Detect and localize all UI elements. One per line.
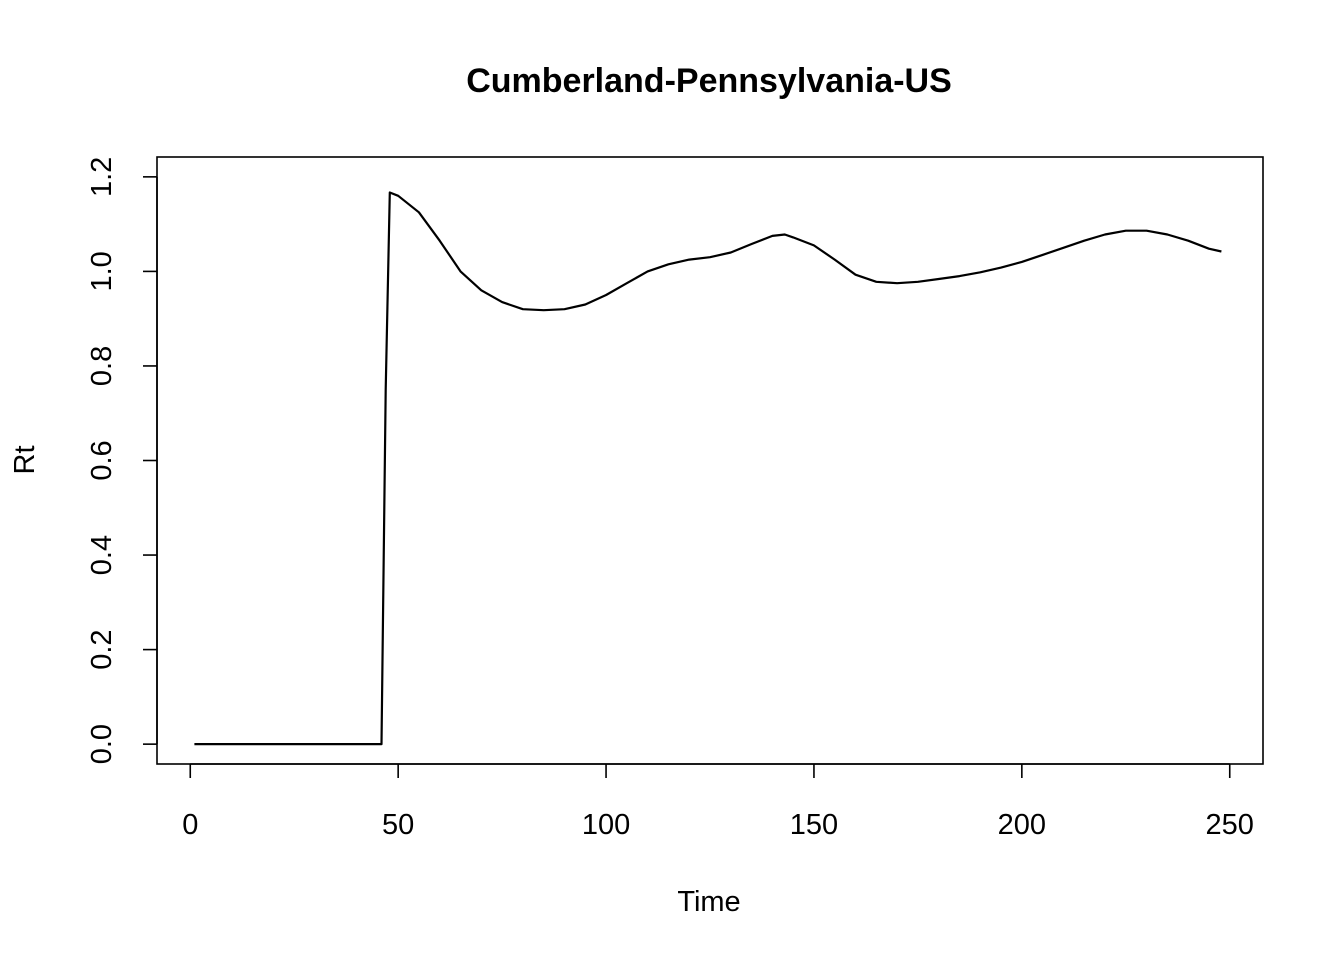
chart-title: Cumberland-Pennsylvania-US	[466, 62, 952, 100]
plot-frame	[156, 156, 1264, 765]
x-tick-label: 50	[382, 809, 414, 841]
y-axis: 0.0 0.2 0.4 0.6 0.8 1.0 1.2	[86, 157, 158, 764]
x-tick-label: 200	[998, 809, 1046, 841]
y-tick-label: 1.0	[86, 251, 118, 291]
y-tick-label: 0.6	[86, 440, 118, 480]
y-tick-label: 1.2	[86, 157, 118, 197]
y-tick-label: 0.0	[86, 724, 118, 764]
x-axis-label: Time	[677, 886, 740, 918]
y-tick-label: 0.2	[86, 629, 118, 669]
x-tick-label: 100	[582, 809, 630, 841]
series-line	[194, 191, 1222, 746]
series-layer	[194, 191, 1222, 746]
x-tick-label: 0	[182, 809, 198, 841]
x-axis: 0 50 100 150 200 250	[182, 763, 1254, 841]
y-tick-label: 0.8	[86, 346, 118, 386]
y-axis-label: Rt	[9, 446, 41, 475]
x-tick-label: 250	[1206, 809, 1254, 841]
x-tick-label: 150	[790, 809, 838, 841]
y-tick-label: 0.4	[86, 535, 118, 575]
